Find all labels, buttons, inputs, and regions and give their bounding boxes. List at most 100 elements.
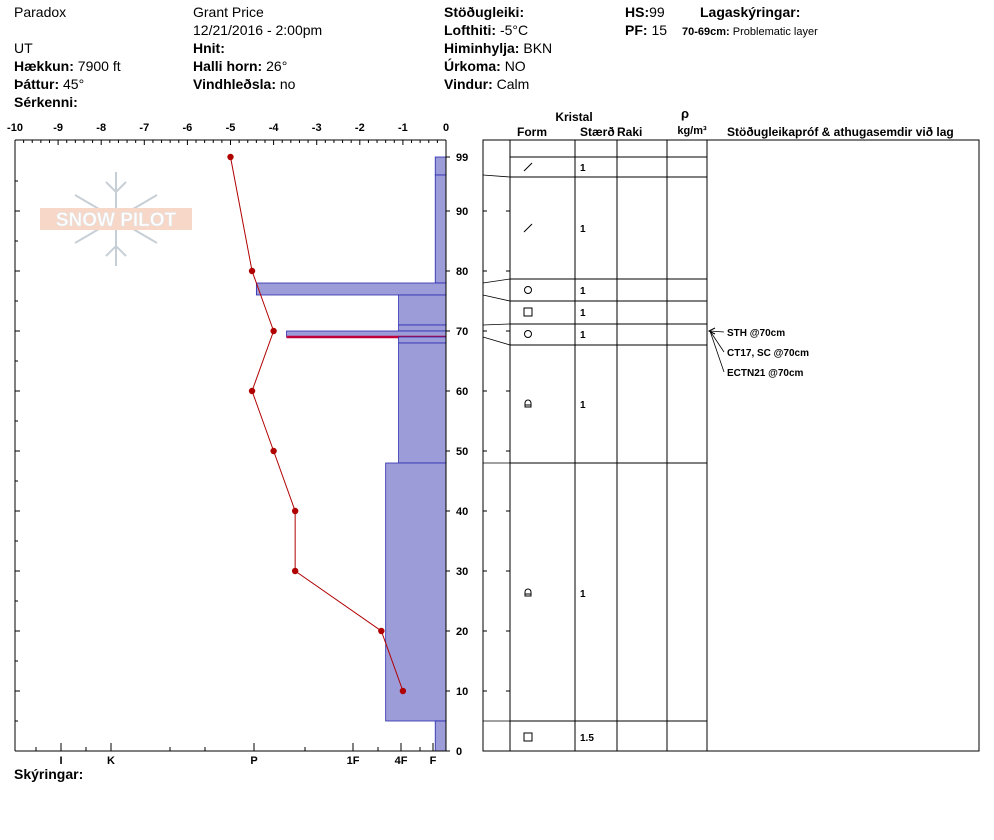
stability-test-label: ECTN21 @70cm — [727, 368, 804, 379]
air-temp-value: -5°C — [499, 22, 529, 38]
stability: Stöðugleiki: — [444, 3, 524, 21]
hardness-label: P — [250, 755, 257, 767]
features: Sérkenni: — [14, 93, 78, 111]
temp-line-path — [230, 156, 404, 692]
elevation-value: 7900 ft — [77, 58, 121, 74]
slope-value: 26° — [266, 58, 288, 74]
temp-tick-label: -8 — [96, 122, 106, 134]
precip-label: Úrkoma: — [444, 58, 501, 74]
hardness-bar — [434, 156, 447, 176]
hardness-label: 4F — [395, 755, 408, 767]
height-tick-label: 70 — [456, 326, 468, 338]
snowpilot-logo: SNOW PILOT — [40, 172, 192, 266]
hs-label: HS: — [625, 4, 650, 20]
form-header: Form — [517, 125, 547, 139]
hs: HS:99 — [625, 3, 665, 21]
temp-tick-label: -7 — [139, 122, 149, 134]
aspect-value: 45° — [63, 76, 85, 92]
temp-point — [291, 507, 299, 515]
table-frame — [482, 139, 980, 752]
layer-table: Kristal Form Stærð Raki ρ kg/m³ Stöðugleikapró… — [482, 106, 980, 752]
logo-band — [40, 208, 192, 230]
height-tick-label: 50 — [456, 446, 468, 458]
hardness-bar — [398, 336, 447, 344]
coords-label: Hnit: — [193, 40, 225, 56]
layer-connector — [482, 174, 511, 178]
pf: PF: 15 — [625, 21, 667, 39]
precip: Úrkoma: NO — [444, 57, 526, 75]
form-circle-icon — [524, 330, 532, 338]
hardness-label: F — [430, 755, 437, 767]
temp-tick-label: -4 — [269, 122, 280, 134]
layer-size: 1 — [580, 163, 586, 174]
aspect-label: Þáttur: — [14, 76, 60, 92]
chart-axes: -10 -9 -8 -7 -6 -5 -4 -3 -2 -1 0010203040506070809… — [7, 122, 468, 767]
temp-tick-label: -10 — [7, 122, 23, 134]
elevation-label: Hækkun: — [14, 58, 74, 74]
height-tick-label: 99 — [456, 152, 468, 164]
sky-value: BKN — [523, 40, 553, 56]
stability-label: Stöðugleiki: — [444, 4, 525, 20]
hardness-bar — [434, 720, 447, 752]
location: Paradox — [14, 4, 67, 20]
hardness-bar — [434, 174, 447, 284]
layer-connector — [482, 323, 511, 326]
logo-text: SNOW PILOT — [56, 210, 177, 231]
temp-point — [248, 267, 256, 275]
temp-tick-label: -6 — [183, 122, 193, 134]
comments-header: Stöðugleikapróf & athugasemdir við lag — [727, 125, 954, 139]
datetime: 12/21/2016 - 2:00pm — [193, 22, 323, 38]
legend-title: Lagaskýringar: — [700, 3, 800, 21]
air-temp-label: Lofthiti: — [444, 22, 497, 38]
density-unit-header: kg/m³ — [677, 125, 707, 137]
notes: Skýringar: — [14, 765, 83, 783]
hs-value: 99 — [649, 4, 665, 20]
moisture-header: Raki — [617, 125, 642, 139]
stability-test-label: CT17, SC @70cm — [727, 348, 809, 359]
temperature-profile — [227, 153, 407, 695]
temp-tick-label: -1 — [398, 122, 408, 134]
layer-size: 1 — [580, 330, 586, 341]
notes-label: Skýringar: — [14, 766, 84, 782]
form-cup-icon — [524, 588, 532, 597]
temp-tick-label: -5 — [226, 122, 236, 134]
legend-entry: 70-69cm: Problematic layer — [682, 23, 818, 41]
form-slash-icon — [523, 162, 533, 172]
stability-test-pointer — [709, 330, 725, 353]
wind-label: Vindur: — [444, 76, 493, 92]
temp-point — [378, 627, 385, 635]
form-slash-icon — [523, 223, 533, 233]
temp-point — [248, 387, 256, 395]
wind-loading-label: Vindhleðsla: — [193, 76, 276, 92]
kristal-header: Kristal — [555, 110, 592, 124]
hardness-bar — [398, 342, 447, 464]
observer: Grant Price — [193, 4, 264, 20]
slope-label: Halli horn: — [193, 58, 263, 74]
state: UT — [14, 40, 33, 56]
hardness-label: I — [59, 755, 62, 767]
temp-tick-label: -2 — [355, 122, 365, 134]
layer-connector — [482, 278, 511, 284]
layer-size: 1 — [580, 224, 586, 235]
height-tick-label: 60 — [456, 386, 468, 398]
temp-point — [399, 687, 407, 695]
precip-value: NO — [504, 58, 526, 74]
size-header: Stærð — [580, 125, 615, 139]
form-circle-icon — [524, 286, 532, 294]
wind-value: Calm — [496, 76, 530, 92]
legend-text: Problematic layer — [732, 26, 818, 38]
temp-point — [270, 327, 277, 335]
hardness-bar — [385, 462, 447, 722]
sky: Himinhylja: BKN — [444, 39, 552, 57]
arrow-icon — [707, 327, 716, 335]
height-tick-label: 80 — [456, 266, 468, 278]
wind: Vindur: Calm — [444, 75, 529, 93]
air-temp: Lofthiti: -5°C — [444, 21, 528, 39]
height-tick-label: 10 — [456, 686, 468, 698]
wind-loading-value: no — [279, 76, 296, 92]
layer-connector — [482, 294, 511, 302]
height-tick-label: 0 — [456, 746, 462, 758]
temp-tick-label: 0 — [443, 122, 449, 134]
elevation: Hækkun: 7900 ft — [14, 57, 121, 75]
